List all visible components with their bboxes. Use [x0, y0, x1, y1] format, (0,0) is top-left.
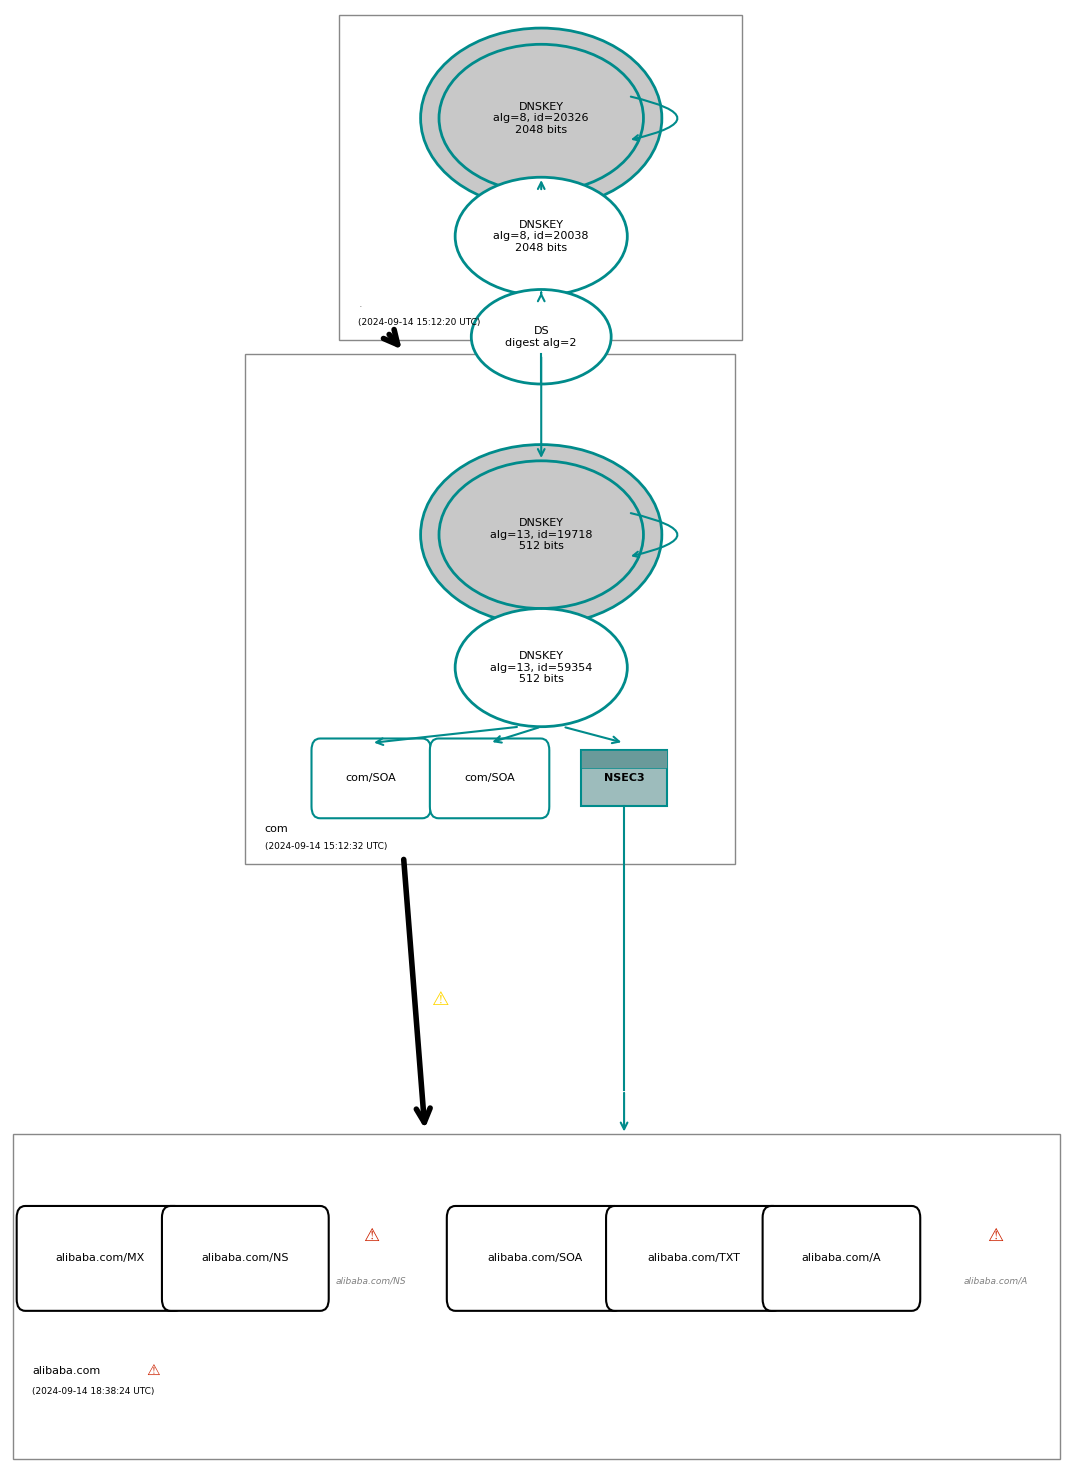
Ellipse shape — [471, 289, 611, 384]
Bar — [581, 750, 667, 806]
Ellipse shape — [455, 609, 627, 727]
Text: alibaba.com/A: alibaba.com/A — [963, 1276, 1028, 1285]
FancyBboxPatch shape — [311, 738, 430, 818]
Text: DNSKEY
alg=8, id=20326
2048 bits: DNSKEY alg=8, id=20326 2048 bits — [494, 102, 589, 134]
Text: com: com — [265, 824, 288, 833]
FancyArrowPatch shape — [631, 513, 678, 557]
Ellipse shape — [421, 445, 662, 625]
Text: DNSKEY
alg=13, id=59354
512 bits: DNSKEY alg=13, id=59354 512 bits — [490, 651, 593, 684]
Bar — [339, 15, 742, 340]
Text: ⚠: ⚠ — [364, 1227, 379, 1245]
Text: (2024-09-14 15:12:20 UTC): (2024-09-14 15:12:20 UTC) — [358, 318, 481, 326]
Text: alibaba.com: alibaba.com — [32, 1366, 100, 1375]
Text: NSEC3: NSEC3 — [604, 774, 645, 783]
FancyBboxPatch shape — [16, 1205, 183, 1312]
FancyBboxPatch shape — [430, 738, 550, 818]
Bar — [245, 354, 735, 864]
Text: DNSKEY
alg=8, id=20038
2048 bits: DNSKEY alg=8, id=20038 2048 bits — [494, 220, 589, 253]
Text: alibaba.com/SOA: alibaba.com/SOA — [487, 1254, 582, 1263]
FancyBboxPatch shape — [161, 1205, 329, 1312]
Ellipse shape — [421, 28, 662, 208]
Ellipse shape — [455, 177, 627, 295]
Text: .: . — [358, 300, 362, 309]
Text: alibaba.com/MX: alibaba.com/MX — [56, 1254, 144, 1263]
Text: ⚠: ⚠ — [988, 1227, 1003, 1245]
Bar — [581, 750, 667, 768]
Text: alibaba.com/NS: alibaba.com/NS — [201, 1254, 289, 1263]
Text: (2024-09-14 18:38:24 UTC): (2024-09-14 18:38:24 UTC) — [32, 1387, 155, 1396]
Text: ⚠: ⚠ — [433, 990, 450, 1009]
FancyBboxPatch shape — [763, 1205, 920, 1312]
Text: com/SOA: com/SOA — [464, 774, 515, 783]
Ellipse shape — [439, 44, 643, 192]
Text: ⚠: ⚠ — [146, 1363, 159, 1378]
Text: DS
digest alg=2: DS digest alg=2 — [506, 326, 577, 347]
Ellipse shape — [439, 461, 643, 609]
Text: alibaba.com/TXT: alibaba.com/TXT — [648, 1254, 740, 1263]
FancyBboxPatch shape — [447, 1205, 623, 1312]
FancyArrowPatch shape — [631, 96, 678, 140]
FancyBboxPatch shape — [606, 1205, 782, 1312]
Bar — [13, 1134, 1060, 1459]
Text: DNSKEY
alg=13, id=19718
512 bits: DNSKEY alg=13, id=19718 512 bits — [490, 518, 593, 551]
Text: (2024-09-14 15:12:32 UTC): (2024-09-14 15:12:32 UTC) — [265, 842, 387, 851]
Text: com/SOA: com/SOA — [345, 774, 397, 783]
Text: alibaba.com/NS: alibaba.com/NS — [336, 1276, 407, 1285]
Text: alibaba.com/A: alibaba.com/A — [802, 1254, 881, 1263]
